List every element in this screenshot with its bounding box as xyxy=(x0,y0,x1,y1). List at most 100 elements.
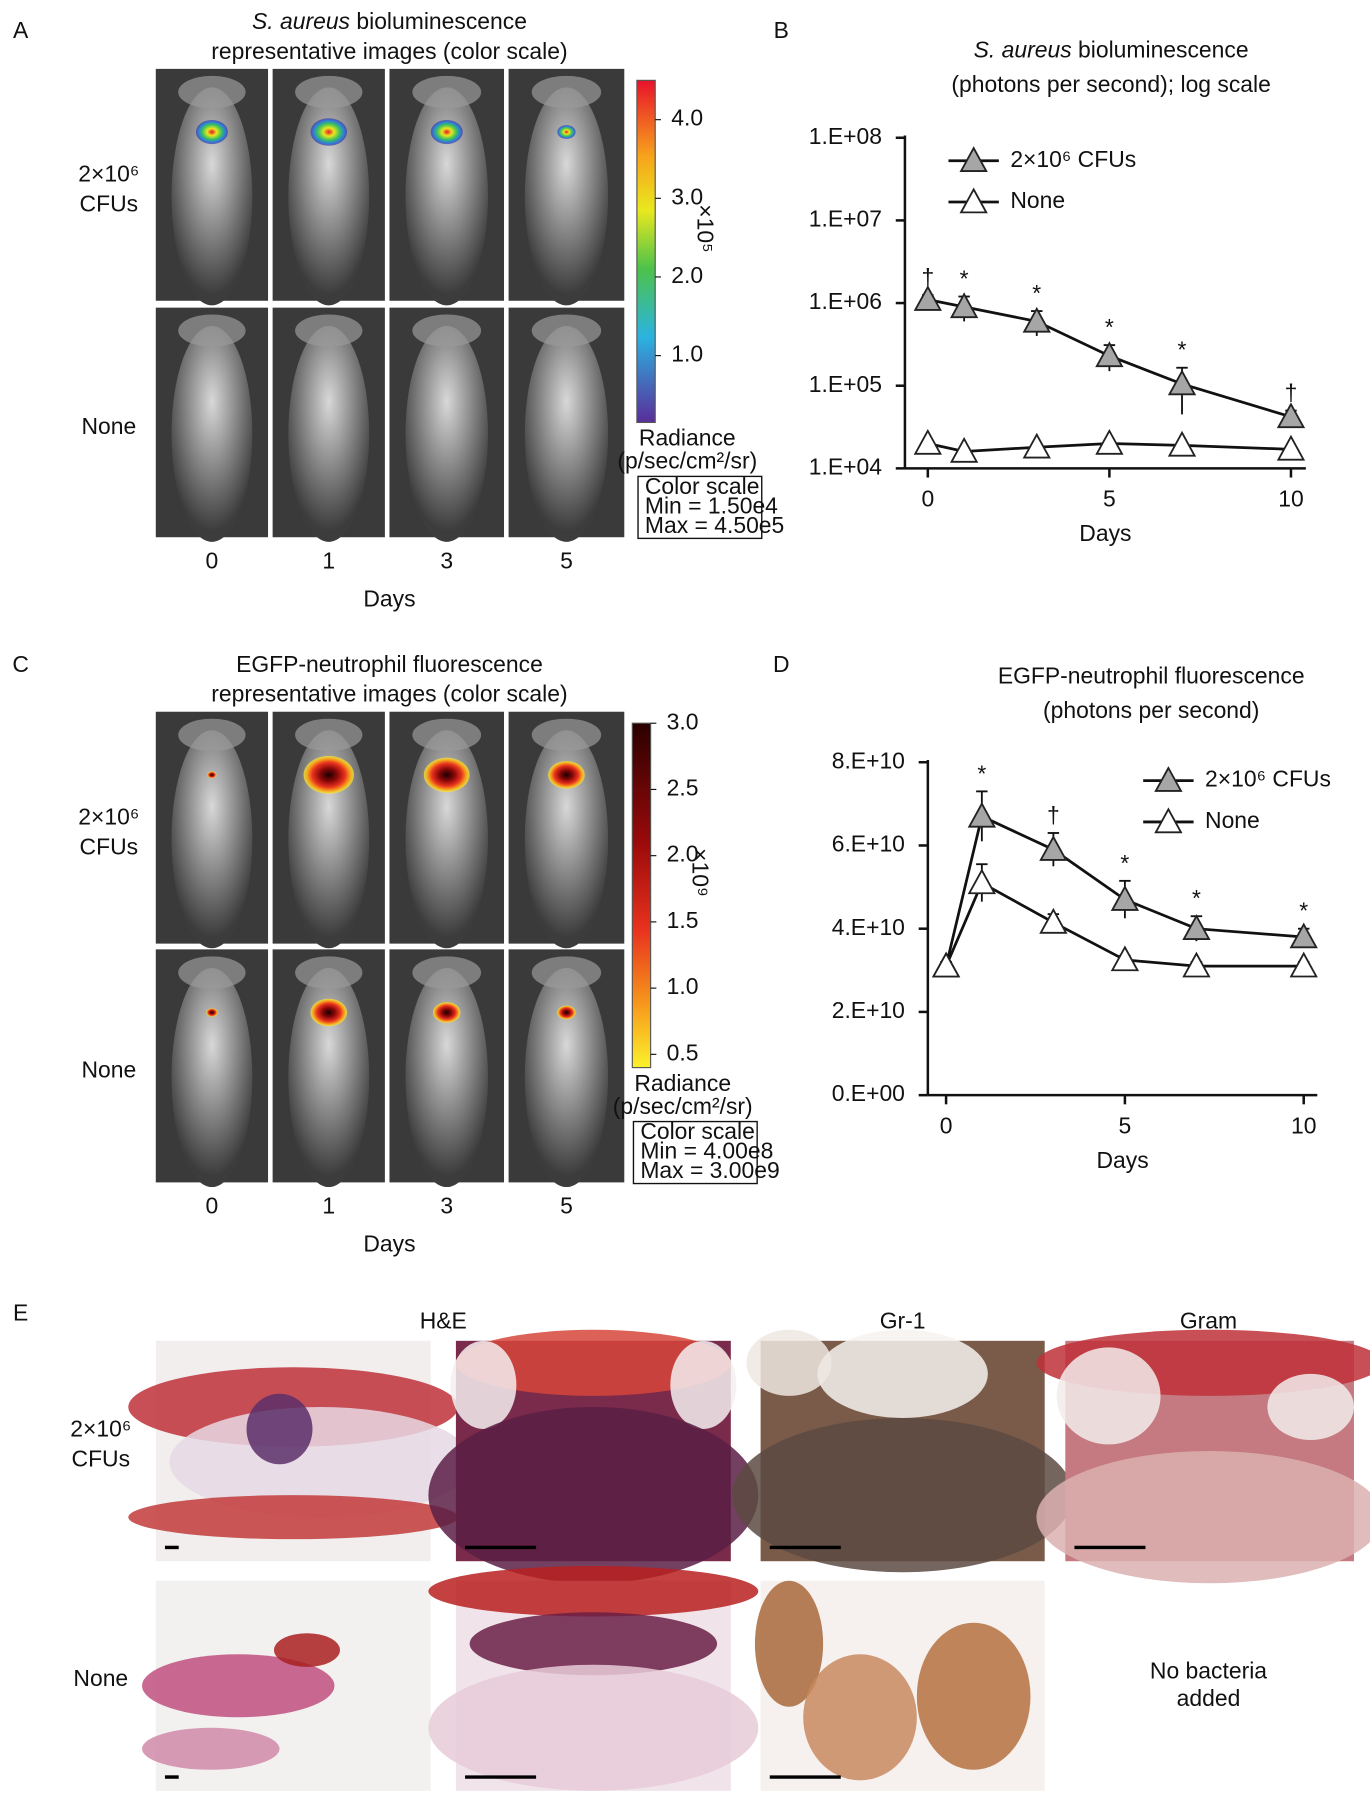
x-tick-label: 10 xyxy=(1278,486,1303,512)
colorbar-range: Min = 1.50e4 xyxy=(645,492,778,518)
row-label: 2×10⁶ xyxy=(78,804,139,830)
colorbar-label: Radiance xyxy=(634,1070,731,1096)
mouse-ears xyxy=(531,75,602,109)
tissue xyxy=(142,1654,335,1718)
marker xyxy=(1276,434,1306,461)
legend-label: 2×10⁶ CFUs xyxy=(1205,766,1331,792)
x-axis-label: Days xyxy=(1096,1147,1148,1173)
colorbar-tick-label: 0.5 xyxy=(667,1039,699,1065)
title-part: bioluminescence xyxy=(350,8,527,34)
tissue xyxy=(450,1340,517,1429)
tissue xyxy=(817,1329,988,1418)
tissue xyxy=(428,1664,759,1791)
signal xyxy=(310,118,348,146)
marker xyxy=(1289,951,1318,978)
significance: * xyxy=(977,760,986,786)
mouse-ears xyxy=(531,718,602,752)
mouse-ears xyxy=(178,314,246,347)
marker xyxy=(1110,945,1140,972)
marker xyxy=(1095,428,1124,455)
day-label: 5 xyxy=(560,548,573,574)
significance: † xyxy=(921,264,934,290)
mouse-ears xyxy=(412,718,482,752)
day-label: 3 xyxy=(440,548,453,574)
marker xyxy=(1167,430,1197,457)
signal xyxy=(303,755,354,794)
tissue xyxy=(428,1406,759,1584)
tissue xyxy=(455,1329,731,1396)
panel-subtitle: representative images (color scale) xyxy=(211,681,567,707)
marker xyxy=(931,951,961,978)
series-line xyxy=(944,880,1304,968)
tissue xyxy=(916,1622,1031,1770)
legend-label: 2×10⁶ CFUs xyxy=(1010,146,1136,172)
significance: * xyxy=(1032,280,1041,306)
x-tick-label: 5 xyxy=(1119,1112,1132,1138)
row-label: CFUs xyxy=(80,191,139,217)
colorbar-label: (p/sec/cm²/sr) xyxy=(613,1093,753,1119)
colorbar-tick-label: 3.0 xyxy=(671,183,703,209)
marker xyxy=(1289,922,1318,949)
row-label: CFUs xyxy=(80,833,139,859)
panel-label: D xyxy=(773,651,790,677)
column-label: Gr-1 xyxy=(880,1307,926,1333)
series-line xyxy=(944,814,1304,967)
signal xyxy=(557,125,576,139)
row-label: 2×10⁶ xyxy=(78,161,139,187)
tissue xyxy=(1036,1451,1370,1584)
chart-subtitle: (photons per second) xyxy=(1043,697,1259,723)
tissue xyxy=(1267,1373,1354,1440)
marker xyxy=(1182,951,1211,978)
row-label: CFUs xyxy=(72,1445,131,1471)
tissue xyxy=(1056,1347,1161,1445)
row-label: None xyxy=(81,413,136,439)
legend-marker xyxy=(959,187,988,214)
note: No bacteria xyxy=(1150,1658,1267,1684)
signal xyxy=(206,1008,218,1017)
colorbar xyxy=(631,722,652,1069)
colorbar-tick-label: 3.0 xyxy=(667,708,699,734)
panel-subtitle: representative images (color scale) xyxy=(211,38,567,64)
panel-title: S. aureus bioluminescence xyxy=(252,8,527,34)
legend-marker xyxy=(959,146,988,172)
legend-label: None xyxy=(1010,187,1065,213)
row-label: None xyxy=(81,1057,136,1083)
colorbar-tick-label: 2.5 xyxy=(667,774,699,800)
marker xyxy=(1110,885,1140,911)
chart-title: EGFP-neutrophil fluorescence xyxy=(998,662,1305,688)
signal xyxy=(548,761,585,789)
mouse-ears xyxy=(295,956,363,989)
significance: * xyxy=(960,265,969,291)
tissue xyxy=(274,1633,340,1667)
panel-label: E xyxy=(13,1299,28,1325)
x-tick-label: 5 xyxy=(1103,486,1116,512)
colorbar-tick-label: 1.0 xyxy=(667,973,699,999)
y-tick-label: 1.E+04 xyxy=(809,453,882,479)
mouse-body xyxy=(171,326,253,542)
marker xyxy=(913,428,942,455)
colorbar-label: Radiance xyxy=(639,425,736,451)
tissue xyxy=(128,1495,459,1540)
mouse-body xyxy=(171,730,253,949)
y-tick-label: 8.E+10 xyxy=(832,747,905,773)
mouse-body xyxy=(171,87,253,306)
colorbar-range: Color scale xyxy=(640,1118,755,1144)
colorbar-tick-label: 1.0 xyxy=(671,341,703,367)
colorbar-tick-label: 4.0 xyxy=(671,105,703,131)
marker xyxy=(1095,341,1124,368)
mouse-body xyxy=(524,326,609,542)
day-label: 1 xyxy=(322,548,335,574)
tissue xyxy=(469,1612,718,1676)
mouse-body xyxy=(405,326,488,542)
y-tick-label: 1.E+05 xyxy=(809,371,882,397)
signal xyxy=(430,119,463,145)
x-tick-label: 10 xyxy=(1291,1112,1316,1138)
colorbar-multiplier: ×10⁹ xyxy=(688,848,714,897)
significance: † xyxy=(1047,802,1060,828)
colorbar-range: Color scale xyxy=(645,473,760,499)
signal xyxy=(557,1005,576,1020)
signal xyxy=(195,119,228,145)
colorbar-box xyxy=(637,475,763,540)
y-tick-label: 2.E+10 xyxy=(832,997,905,1023)
